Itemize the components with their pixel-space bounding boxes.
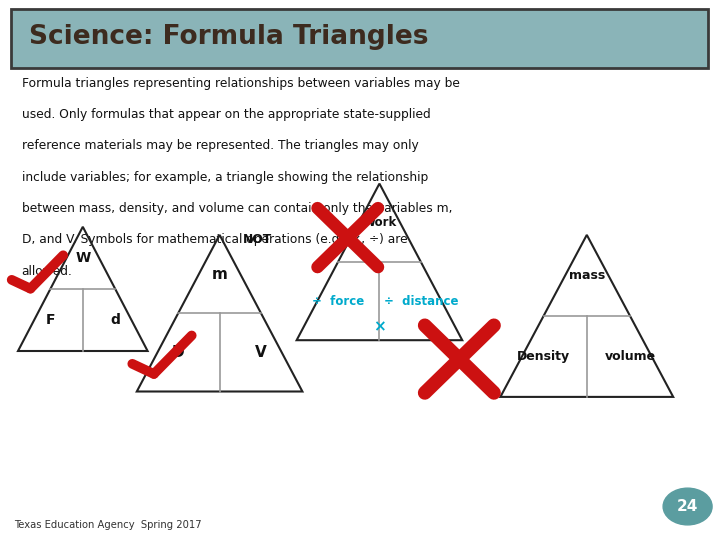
Text: between mass, density, and volume can contain only the variables m,: between mass, density, and volume can co… [22,202,452,215]
Text: ÷  distance: ÷ distance [384,294,458,308]
Text: used. Only formulas that appear on the appropriate state-supplied: used. Only formulas that appear on the a… [22,108,431,121]
Text: volume: volume [604,350,656,363]
Text: Texas Education Agency  Spring 2017: Texas Education Agency Spring 2017 [14,520,202,530]
Text: reference materials may be represented. The triangles may only: reference materials may be represented. … [22,139,418,152]
Text: D, and V. Symbols for mathematical operations (e.g., ×, ÷) are: D, and V. Symbols for mathematical opera… [22,233,411,246]
Text: mass: mass [569,269,605,282]
Text: ×: × [373,319,386,334]
Text: Work: Work [362,216,397,229]
FancyBboxPatch shape [11,9,708,68]
Text: m: m [212,267,228,281]
Text: W: W [75,251,91,265]
Text: V: V [255,345,267,360]
Text: allowed.: allowed. [22,265,73,278]
Text: d: d [110,313,120,327]
Text: ÷  force: ÷ force [312,294,364,308]
Text: Science: Formula Triangles: Science: Formula Triangles [29,24,428,50]
Text: Formula triangles representing relationships between variables may be: Formula triangles representing relations… [22,77,459,90]
Text: F: F [45,313,55,327]
Text: 24: 24 [677,499,698,514]
Text: Density: Density [517,350,570,363]
Text: D: D [172,345,184,360]
Text: NOT: NOT [243,233,272,246]
Circle shape [663,488,712,525]
Text: include variables; for example, a triangle showing the relationship: include variables; for example, a triang… [22,171,428,184]
